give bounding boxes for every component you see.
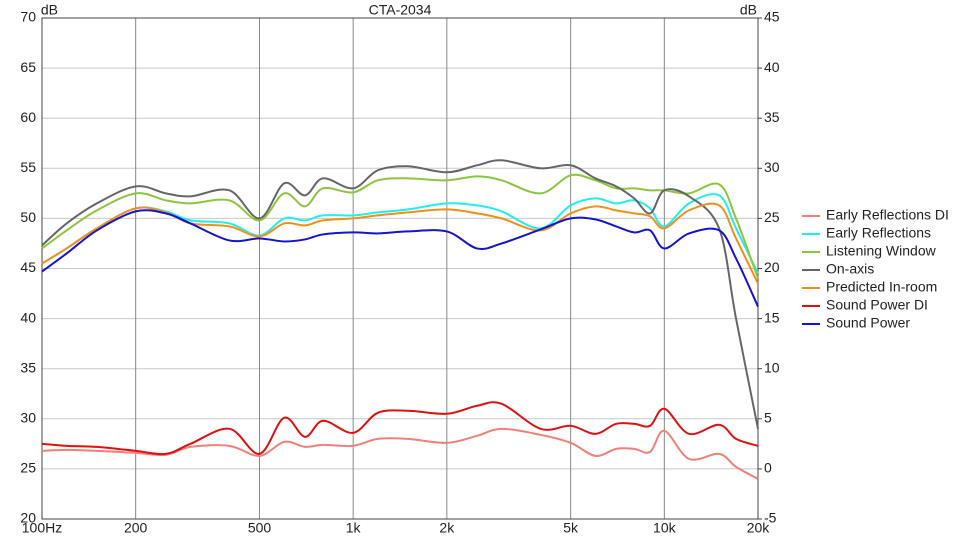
series-line — [41, 427, 759, 480]
plot-frame — [41, 17, 759, 520]
series-line — [41, 202, 759, 284]
y2-tick-label: 10 — [764, 359, 780, 375]
y2-tick-label: 45 — [764, 9, 780, 25]
y-tick-label: 25 — [20, 460, 36, 476]
y-tick-label: 20 — [20, 510, 36, 526]
x-tick-label: 200 — [124, 520, 148, 536]
series-line — [41, 173, 759, 279]
chart-title: CTA-2034 — [369, 2, 432, 18]
legend-label: Sound Power DI — [826, 297, 928, 313]
legend-label: Early Reflections — [826, 225, 931, 241]
legend-label: On-axis — [826, 261, 874, 277]
series-line — [41, 209, 759, 307]
y-tick-label: 30 — [20, 410, 36, 426]
y2-tick-label: -5 — [764, 510, 777, 526]
y2-tick-label: 20 — [764, 259, 780, 275]
y-tick-label: 35 — [20, 359, 36, 375]
legend-label: Sound Power — [826, 315, 910, 331]
y-tick-label: 55 — [20, 159, 36, 175]
x-tick-label: 1k — [346, 520, 362, 536]
y2-tick-label: 15 — [764, 309, 780, 325]
y-tick-label: 70 — [20, 9, 36, 25]
y2-tick-label: 5 — [764, 410, 772, 426]
y-tick-label: 65 — [20, 59, 36, 75]
x-tick-label: 500 — [248, 520, 272, 536]
legend-label: Listening Window — [826, 243, 937, 259]
y-tick-label: 45 — [20, 259, 36, 275]
y2-tick-label: 30 — [764, 159, 780, 175]
x-tick-label: 2k — [439, 520, 455, 536]
y2-tick-label: 25 — [764, 209, 780, 225]
x-tick-label: 5k — [563, 520, 579, 536]
y2-axis-label: dB — [740, 2, 757, 18]
x-tick-label: 20k — [747, 520, 771, 536]
x-tick-label: 100Hz — [22, 520, 62, 536]
legend-label: Predicted In-room — [826, 279, 937, 295]
series-line — [41, 401, 759, 456]
y2-tick-label: 40 — [764, 59, 780, 75]
y-axis-label: dB — [41, 2, 58, 18]
y-tick-label: 60 — [20, 109, 36, 125]
y-tick-label: 50 — [20, 209, 36, 225]
y2-tick-label: 35 — [764, 109, 780, 125]
x-tick-label: 10k — [653, 520, 677, 536]
series-line — [41, 159, 759, 430]
y-tick-label: 40 — [20, 309, 36, 325]
y2-tick-label: 0 — [764, 460, 772, 476]
series-line — [41, 193, 759, 274]
legend-label: Early Reflections DI — [826, 207, 949, 223]
